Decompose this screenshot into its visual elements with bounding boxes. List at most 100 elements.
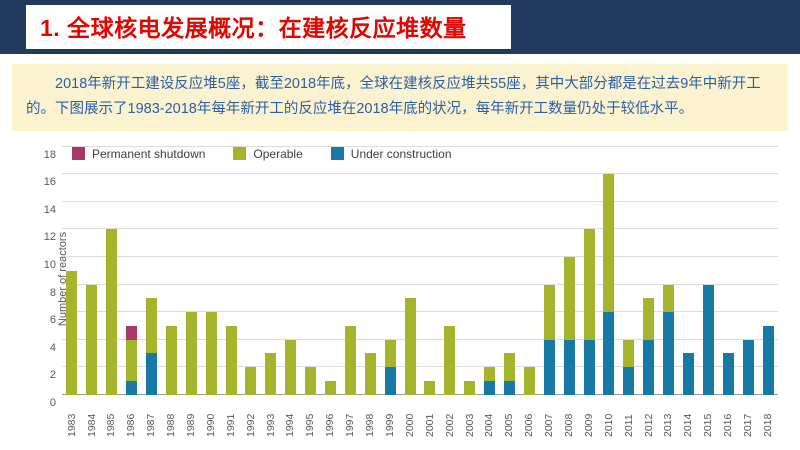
bar-segment <box>504 353 516 381</box>
x-tick-wrap: 1999 <box>384 399 396 436</box>
bar-stack <box>504 353 516 395</box>
bar-zone <box>245 147 257 395</box>
gridlines <box>62 145 778 395</box>
bar-column: 2001 <box>420 147 440 437</box>
x-tick-label: 1991 <box>224 413 237 437</box>
bar-zone <box>683 147 695 395</box>
bar-zone <box>464 147 476 395</box>
bar-segment <box>643 298 655 340</box>
bar-column: 1983 <box>62 147 82 437</box>
x-tick-label: 2006 <box>523 413 536 437</box>
bar-column: 2008 <box>559 147 579 437</box>
bar-column: 2016 <box>718 147 738 437</box>
x-tick-label: 1989 <box>185 413 198 437</box>
x-tick-label: 2010 <box>602 413 615 437</box>
bar-zone <box>325 147 337 395</box>
x-tick-label: 1990 <box>204 413 217 437</box>
bar-segment <box>384 367 396 395</box>
bar-segment <box>623 367 635 395</box>
x-tick-wrap: 2011 <box>622 399 635 437</box>
bar-column: 2009 <box>579 147 599 437</box>
bar-stack <box>265 353 277 395</box>
bar-column: 2010 <box>599 147 619 437</box>
bar-segment <box>185 312 197 395</box>
x-tick-label: 2011 <box>622 414 635 437</box>
bar-stack <box>404 298 416 395</box>
bar-stack <box>185 312 197 395</box>
x-tick-label: 1993 <box>264 413 277 437</box>
y-tick-label: 18 <box>43 148 56 161</box>
bar-segment <box>464 380 476 395</box>
bar-zone <box>106 147 118 395</box>
bar-zone <box>742 147 754 395</box>
bar-stack <box>623 339 635 395</box>
y-tick-label: 2 <box>49 369 56 382</box>
x-tick-label: 2001 <box>423 413 436 437</box>
bar-column: 2005 <box>500 147 520 437</box>
y-axis-ticks: 0 2 4 6 8 10 12 14 16 18 <box>32 149 56 409</box>
bar-zone <box>623 147 635 395</box>
x-tick-wrap: 1989 <box>185 399 198 437</box>
bar-segment <box>364 353 376 395</box>
x-tick-label: 2018 <box>761 413 774 437</box>
bar-segment <box>742 339 754 395</box>
bar-stack <box>424 380 436 395</box>
bar-column: 1999 <box>380 147 400 437</box>
x-tick-wrap: 2007 <box>543 399 555 436</box>
bar-column: 2000 <box>400 147 420 437</box>
bar-segment <box>702 284 714 395</box>
x-tick-wrap: 1988 <box>165 399 178 437</box>
x-tick-label: 1997 <box>344 413 357 437</box>
bar-segment <box>663 284 675 313</box>
bar-zone <box>384 147 396 395</box>
bar-stack <box>146 298 157 395</box>
bar-segment <box>603 312 615 395</box>
bar-segment <box>285 339 297 395</box>
bar-columns: 1983 1984 1985 1986 1987 1988 1989 1990 1991 1992… <box>62 147 778 437</box>
bar-zone <box>146 147 157 395</box>
bar-stack <box>702 284 714 395</box>
bar-zone <box>523 147 535 395</box>
x-tick-label: 2008 <box>562 413 575 437</box>
bar-segment <box>225 325 237 395</box>
gridline <box>62 311 778 313</box>
bar-zone <box>643 147 655 395</box>
bar-column: 2015 <box>699 147 719 437</box>
bar-column: 2013 <box>659 147 679 437</box>
x-tick-label: 1986 <box>125 413 138 437</box>
x-tick-wrap: 1985 <box>105 399 118 437</box>
bar-column: 1990 <box>201 147 221 437</box>
bar-segment <box>66 270 78 395</box>
y-tick-label: 14 <box>43 203 56 216</box>
bar-segment <box>126 325 138 340</box>
bar-segment <box>643 339 655 395</box>
bar-segment <box>444 325 456 395</box>
chart: Number of reactors 0 2 4 6 8 10 12 14 16 18 Perma… <box>14 139 786 444</box>
bar-segment <box>504 380 516 395</box>
bar-segment <box>663 312 675 395</box>
bar-zone <box>702 147 714 395</box>
bar-column: 1998 <box>360 147 380 437</box>
bar-segment <box>146 298 157 354</box>
y-tick-label: 8 <box>49 286 56 299</box>
bar-stack <box>364 353 376 395</box>
bar-segment <box>344 325 356 395</box>
bar-column: 2018 <box>758 147 778 437</box>
x-tick-label: 1988 <box>165 413 178 437</box>
x-tick-wrap: 2010 <box>602 399 615 437</box>
x-tick-wrap: 1986 <box>125 399 138 437</box>
x-tick-wrap: 1994 <box>284 399 296 436</box>
bar-column: 2014 <box>679 147 699 437</box>
bar-stack <box>523 367 535 395</box>
bar-segment <box>722 353 734 395</box>
x-tick-wrap: 1992 <box>245 399 257 436</box>
x-tick-label: 1985 <box>105 413 118 437</box>
bar-zone <box>583 147 595 395</box>
bar-stack <box>683 353 695 395</box>
bar-segment <box>623 339 635 368</box>
x-tick-wrap: 2014 <box>682 399 694 436</box>
bar-zone <box>364 147 376 395</box>
y-tick-label: 10 <box>43 258 56 271</box>
x-tick-wrap: 2001 <box>423 399 436 437</box>
bar-column: 1988 <box>161 147 181 437</box>
